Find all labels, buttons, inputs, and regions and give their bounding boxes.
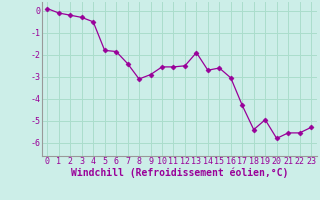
X-axis label: Windchill (Refroidissement éolien,°C): Windchill (Refroidissement éolien,°C) xyxy=(70,168,288,178)
